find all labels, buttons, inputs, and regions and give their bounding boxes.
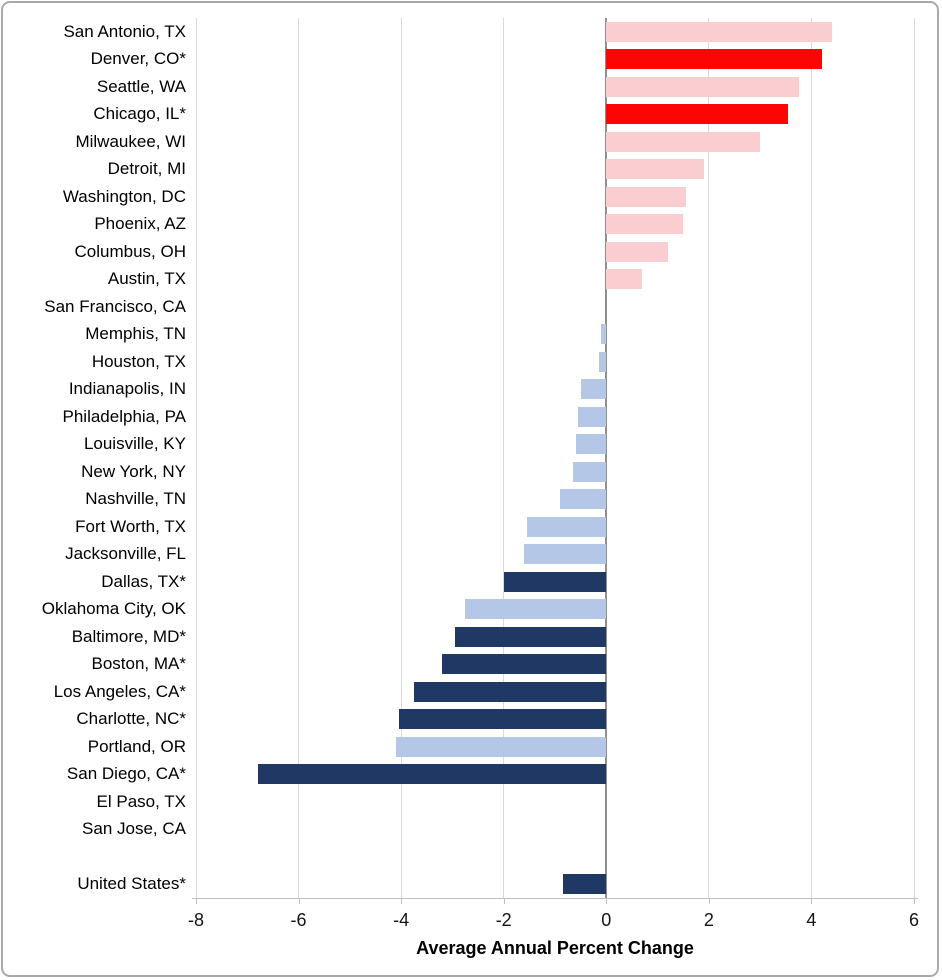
bar — [606, 49, 822, 70]
x-axis-line — [192, 898, 918, 899]
category-label: Boston, MA* — [91, 654, 187, 674]
category-label: Washington, DC — [62, 186, 186, 206]
bar — [606, 241, 668, 262]
x-axis-tick — [503, 898, 505, 904]
x-tick-label: 0 — [601, 910, 612, 930]
gridline — [400, 18, 402, 898]
gridline — [810, 18, 812, 898]
category-label: Chicago, IL* — [93, 104, 186, 124]
bar — [580, 379, 607, 400]
category-label: Detroit, MI — [107, 159, 186, 179]
gridline — [195, 18, 197, 898]
category-label: Philadelphia, PA — [62, 406, 187, 426]
category-label: Dallas, TX* — [101, 571, 186, 591]
bar — [465, 599, 607, 620]
category-label: United States* — [77, 874, 186, 894]
category-label: Baltimore, MD* — [71, 626, 186, 646]
bar — [606, 76, 799, 97]
bar — [562, 874, 607, 895]
category-label: San Diego, CA* — [66, 764, 186, 784]
bar — [503, 571, 607, 592]
bar — [257, 764, 607, 785]
category-label: Fort Worth, TX — [75, 516, 186, 536]
bar — [606, 214, 684, 235]
x-axis-tick — [401, 898, 403, 904]
category-label: Milwaukee, WI — [75, 131, 186, 151]
bar — [598, 351, 607, 372]
category-label: Denver, CO* — [90, 49, 186, 69]
bar — [578, 406, 607, 427]
bar — [601, 324, 607, 345]
x-tick-label: 6 — [908, 910, 919, 930]
bar — [606, 131, 761, 152]
gridline — [298, 18, 300, 898]
category-label: Charlotte, NC* — [76, 709, 186, 729]
category-label: San Antonio, TX — [63, 21, 186, 41]
x-axis-title: Average Annual Percent Change — [416, 938, 694, 958]
bar — [454, 626, 607, 647]
x-tick-label: -8 — [187, 910, 204, 930]
category-label: San Francisco, CA — [44, 296, 186, 316]
category-label: Columbus, OH — [74, 241, 186, 261]
bar — [606, 21, 832, 42]
zero-axis-line — [605, 18, 608, 898]
bar — [560, 489, 607, 510]
bar — [606, 159, 704, 180]
x-tick-label: 2 — [703, 910, 714, 930]
category-label: Louisville, KY — [83, 434, 186, 454]
x-axis-tick — [708, 898, 710, 904]
bar — [606, 104, 789, 125]
bar — [606, 186, 686, 207]
gridline — [913, 18, 915, 898]
category-label: Memphis, TN — [85, 324, 186, 344]
bar — [524, 544, 607, 565]
x-axis-tick — [811, 898, 813, 904]
bar — [442, 654, 607, 675]
x-axis-tick — [196, 898, 197, 904]
bar — [606, 269, 643, 290]
x-tick-label: 4 — [806, 910, 817, 930]
gridline — [708, 18, 710, 898]
bar — [526, 516, 607, 537]
x-tick-label: -2 — [495, 910, 512, 930]
bar — [575, 434, 607, 455]
bar — [398, 709, 607, 730]
category-label: El Paso, TX — [96, 791, 186, 811]
category-label: Nashville, TN — [85, 489, 186, 509]
category-label: Phoenix, AZ — [94, 214, 186, 234]
category-label: Seattle, WA — [96, 76, 186, 96]
x-axis-tick — [606, 898, 608, 904]
category-label: Indianapolis, IN — [68, 379, 186, 399]
category-label: Austin, TX — [107, 269, 186, 289]
x-tick-label: -4 — [393, 910, 410, 930]
x-axis-tick — [298, 898, 300, 904]
category-label: Jacksonville, FL — [65, 544, 186, 564]
bar — [413, 681, 607, 702]
x-axis-tick — [914, 898, 915, 904]
bar — [572, 461, 607, 482]
category-label: San Jose, CA — [82, 819, 186, 839]
bar — [396, 736, 607, 757]
x-tick-label: -6 — [290, 910, 307, 930]
category-label: Los Angeles, CA* — [53, 681, 186, 701]
category-label: Oklahoma City, OK — [41, 599, 186, 619]
category-label: Houston, TX — [91, 351, 186, 371]
gridline — [503, 18, 505, 898]
category-label: Portland, OR — [87, 736, 186, 756]
category-label: New York, NY — [81, 461, 186, 481]
